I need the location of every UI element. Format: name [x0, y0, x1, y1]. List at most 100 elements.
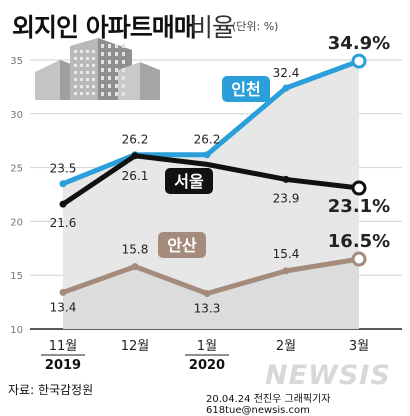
building-window	[122, 60, 125, 64]
year-label: 2019	[45, 358, 81, 373]
building-window	[115, 76, 118, 80]
credit-label: 20.04.24 전진우 그래픽기자 618tue@newsis.com	[206, 394, 331, 416]
series-point	[282, 175, 290, 183]
chart-title-light: 비율	[190, 13, 235, 42]
data-label: 16.5%	[328, 231, 390, 252]
building-window	[74, 92, 77, 95]
source-label: 자료: 한국감정원	[8, 383, 94, 397]
y-tick-label: 10	[10, 325, 23, 336]
building-window	[108, 76, 111, 80]
building-window	[74, 50, 77, 53]
data-label: 21.6	[50, 216, 77, 230]
series-line-서울	[60, 153, 362, 207]
series-point	[351, 180, 367, 196]
data-label: 13.4	[50, 300, 77, 314]
building-window	[108, 92, 111, 96]
building-window	[86, 57, 89, 60]
building-window	[101, 44, 104, 48]
series-badge-label: 서울	[174, 172, 204, 191]
building-window	[92, 57, 95, 60]
building-window	[74, 57, 77, 60]
building-window	[86, 64, 89, 67]
y-tick-label: 20	[10, 217, 23, 228]
building-window	[122, 44, 125, 48]
building-window	[92, 64, 95, 67]
series-point	[59, 288, 67, 296]
series-point	[282, 267, 290, 275]
series-badge	[222, 76, 270, 102]
series-point	[282, 84, 290, 92]
building-window	[92, 71, 95, 74]
building-window	[108, 52, 111, 56]
building-window	[92, 50, 95, 53]
x-tick-label: 12월	[121, 339, 150, 354]
building-window	[122, 76, 125, 80]
building-window	[108, 60, 111, 64]
building-window	[115, 44, 118, 48]
building-shape	[35, 60, 60, 100]
building-window	[86, 71, 89, 74]
x-tick-label: 1월	[197, 339, 217, 354]
building-window	[80, 57, 83, 60]
building-window	[80, 64, 83, 67]
building-window	[80, 71, 83, 74]
building-window	[80, 78, 83, 81]
building-window	[80, 92, 83, 95]
series-badge-label: 인천	[231, 80, 260, 99]
series-badge-label: 안산	[167, 236, 197, 255]
building-window	[86, 85, 89, 88]
incheon-area	[63, 61, 359, 330]
building-window	[122, 52, 125, 56]
building-window	[80, 50, 83, 53]
data-label: 26.2	[194, 133, 221, 147]
building-window	[101, 68, 104, 72]
unit-label: (단위: %)	[232, 20, 279, 33]
building-window	[86, 92, 89, 95]
data-label: 26.2	[122, 133, 149, 147]
building-window	[115, 92, 118, 96]
series-point	[59, 200, 67, 208]
building-window	[115, 68, 118, 72]
building-shape	[70, 38, 98, 100]
building-window	[108, 68, 111, 72]
series-point	[203, 151, 211, 159]
building-window	[80, 85, 83, 88]
building-window	[74, 64, 77, 67]
x-tick-label: 3월	[349, 339, 369, 354]
data-label: 15.4	[273, 247, 300, 261]
series-point	[131, 152, 139, 160]
building-window	[122, 68, 125, 72]
building-window	[86, 50, 89, 53]
building-window	[115, 60, 118, 64]
data-label: 23.5	[50, 162, 77, 176]
building-window	[101, 60, 104, 64]
series-point	[351, 53, 367, 69]
building-window	[92, 85, 95, 88]
series-point	[59, 180, 67, 188]
building-window	[122, 92, 125, 96]
data-label: 15.8	[122, 243, 149, 257]
building-window	[101, 52, 104, 56]
y-tick-label: 30	[10, 110, 23, 121]
building-window	[86, 78, 89, 81]
x-tick-label: 2월	[276, 339, 296, 354]
y-tick-label: 15	[10, 271, 23, 282]
buildings-illustration	[35, 38, 160, 100]
building-window	[108, 44, 111, 48]
building-window	[101, 76, 104, 80]
series-point	[203, 289, 211, 297]
data-label: 26.1	[122, 169, 149, 183]
building-window	[92, 78, 95, 81]
building-window	[122, 84, 125, 88]
building-window	[74, 78, 77, 81]
chart-title: 외지인 아파트매매	[12, 13, 197, 42]
data-label: 13.3	[194, 301, 221, 315]
y-tick-label: 25	[10, 164, 23, 175]
data-label: 23.9	[273, 191, 300, 205]
building-window	[74, 85, 77, 88]
series-badge	[165, 168, 213, 194]
building-window	[108, 84, 111, 88]
watermark-logo: NEWSIS	[265, 360, 391, 391]
building-shape	[140, 62, 160, 100]
data-label: 34.9%	[328, 33, 390, 54]
